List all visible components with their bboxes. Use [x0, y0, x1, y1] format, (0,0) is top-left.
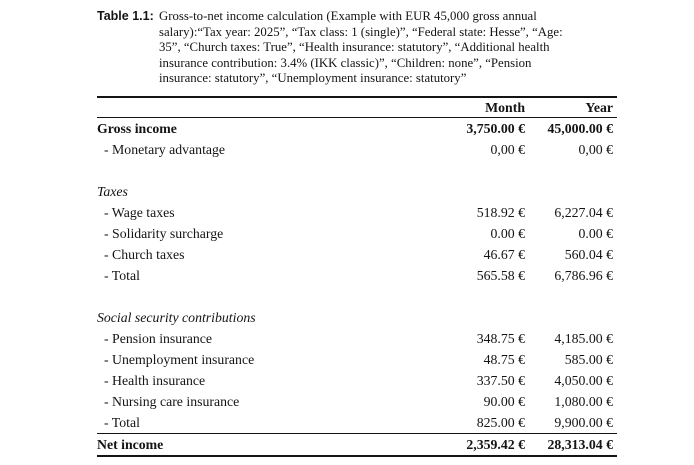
- row-pension-insurance: - Pension insurance 348.75 € 4,185.00 €: [97, 328, 617, 349]
- section-taxes: Taxes: [97, 181, 617, 202]
- row-net-income: Net income 2,359.42 € 28,313.04 €: [97, 434, 617, 455]
- section-label: Taxes: [97, 183, 128, 199]
- month-value: 0,00 €: [490, 141, 526, 157]
- row-label: Net income: [97, 436, 164, 452]
- row-wage-taxes: - Wage taxes 518.92 € 6,227.04 €: [97, 202, 617, 223]
- row-church-taxes: - Church taxes 46.67 € 560.04 €: [97, 244, 617, 265]
- year-value: 0.00 €: [578, 225, 614, 241]
- row-label: - Pension insurance: [104, 330, 213, 346]
- year-value: 4,050.00 €: [554, 372, 613, 388]
- row-gross-income: Gross income 3,750.00 € 45,000.00 €: [97, 118, 617, 139]
- row-nursing-care-insurance: - Nursing care insurance 90.00 € 1,080.0…: [97, 391, 617, 412]
- row-label: - Health insurance: [104, 372, 206, 388]
- caption-line: Gross-to-net income calculation (Example…: [159, 9, 537, 23]
- row-social-security-total: - Total 825.00 € 9,900.00 €: [97, 412, 617, 433]
- month-value: 337.50 €: [476, 372, 525, 388]
- month-value: 518.92 €: [476, 204, 525, 220]
- caption-line: insurance contribution: 3.4% (IKK classi…: [159, 55, 532, 70]
- row-label: - Total: [104, 414, 140, 430]
- spacer-row: [97, 160, 617, 181]
- row-health-insurance: - Health insurance 337.50 € 4,050.00 €: [97, 370, 617, 391]
- month-value: 348.75 €: [476, 330, 525, 346]
- year-value: 45,000.00 €: [547, 120, 613, 136]
- month-value: 46.67 €: [483, 246, 525, 262]
- year-value: 1,080.00 €: [554, 393, 613, 409]
- section-label: Social security contributions: [97, 309, 256, 325]
- section-social-security: Social security contributions: [97, 307, 617, 328]
- year-value: 9,900.00 €: [554, 414, 613, 430]
- caption-line: 35”, “Church taxes: True”, “Health insur…: [159, 40, 550, 54]
- year-value: 6,227.04 €: [554, 204, 613, 220]
- caption-line: salary):“Tax year: 2025”, “Tax class: 1 …: [159, 24, 563, 39]
- year-value: 585.00 €: [564, 351, 613, 367]
- month-value: 565.58 €: [476, 267, 525, 283]
- row-label: - Total: [104, 267, 140, 283]
- row-solidarity-surcharge: - Solidarity surcharge 0.00 € 0.00 €: [97, 223, 617, 244]
- month-value: 3,750.00 €: [466, 120, 525, 136]
- year-value: 4,185.00 €: [554, 330, 613, 346]
- month-value: 48.75 €: [483, 351, 525, 367]
- month-value: 90.00 €: [483, 393, 525, 409]
- year-value: 0,00 €: [578, 141, 614, 157]
- column-header-year: Year: [585, 99, 613, 115]
- row-label: - Monetary advantage: [104, 141, 226, 157]
- row-label: - Unemployment insurance: [104, 351, 255, 367]
- caption-body: Gross-to-net income calculation (Example…: [159, 9, 627, 87]
- row-label: Gross income: [97, 120, 177, 136]
- row-label: - Solidarity surcharge: [104, 225, 224, 241]
- row-taxes-total: - Total 565.58 € 6,786.96 €: [97, 265, 617, 286]
- year-value: 560.04 €: [564, 246, 613, 262]
- table-header-row: Month Year: [97, 98, 617, 117]
- year-value: 28,313.04 €: [547, 436, 613, 452]
- row-label: - Nursing care insurance: [104, 393, 240, 409]
- caption-line: insurance: statutory”, “Unemployment ins…: [159, 71, 467, 85]
- net-income-rule: [97, 433, 617, 434]
- month-value: 0.00 €: [490, 225, 526, 241]
- income-table: Month Year Gross income 3,750.00 € 45,00…: [97, 96, 617, 457]
- year-value: 6,786.96 €: [554, 267, 613, 283]
- month-value: 2,359.42 €: [466, 436, 525, 452]
- column-header-month: Month: [485, 99, 525, 115]
- row-unemployment-insurance: - Unemployment insurance 48.75 € 585.00 …: [97, 349, 617, 370]
- spacer-row: [97, 286, 617, 307]
- table-caption: Table 1.1: Gross-to-net income calculati…: [97, 9, 627, 87]
- row-label: - Wage taxes: [104, 204, 175, 220]
- table-bottom-rule: [97, 455, 617, 457]
- row-monetary-advantage: - Monetary advantage 0,00 € 0,00 €: [97, 139, 617, 160]
- table-header-rule: [97, 117, 617, 118]
- table-top-rule: [97, 96, 617, 98]
- caption-label: Table 1.1:: [97, 9, 154, 23]
- row-label: - Church taxes: [104, 246, 185, 262]
- month-value: 825.00 €: [476, 414, 525, 430]
